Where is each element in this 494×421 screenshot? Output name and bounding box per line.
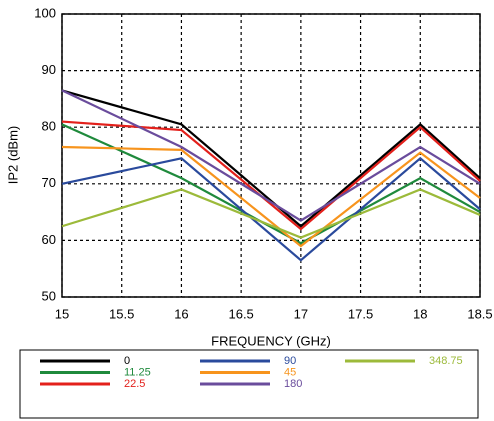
y-tick-label: 90	[42, 62, 56, 77]
legend-label: 180	[284, 378, 302, 390]
line	[61, 89, 481, 222]
legend-label: 45	[284, 366, 296, 378]
x-tick-label: 18.5	[467, 306, 492, 321]
line	[61, 188, 481, 239]
line	[61, 89, 481, 228]
x-tick-label: 15	[55, 306, 69, 321]
legend-label: 0	[124, 355, 130, 367]
y-tick-label: 50	[42, 288, 56, 303]
y-axis-label: IP2 (dBm)	[5, 126, 20, 185]
x-tick-label: 17	[294, 306, 308, 321]
y-tick-label: 80	[42, 119, 56, 134]
y-tick-label: 100	[34, 5, 56, 20]
x-tick-label: 17.5	[348, 306, 373, 321]
x-tick-label: 18	[413, 306, 427, 321]
legend-label: 11.25	[124, 366, 151, 378]
line	[61, 120, 481, 231]
plot-frame	[61, 13, 481, 298]
legend-label: 348.75	[429, 355, 463, 367]
line	[61, 156, 481, 262]
legend-box	[19, 349, 479, 419]
line	[61, 123, 481, 245]
line	[61, 145, 481, 248]
x-tick-label: 16.5	[228, 306, 253, 321]
y-tick-label: 70	[42, 175, 56, 190]
x-axis-label: FREQUENCY (GHz)	[211, 333, 331, 348]
legend-label: 90	[284, 355, 296, 367]
legend-label: 22.5	[124, 378, 145, 390]
x-tick-label: 15.5	[109, 306, 134, 321]
x-tick-label: 16	[174, 306, 188, 321]
y-tick-label: 60	[42, 232, 56, 247]
